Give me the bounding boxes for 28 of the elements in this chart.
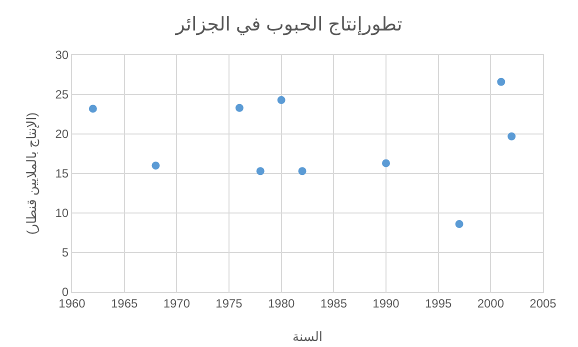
point: [497, 78, 506, 86]
x-tick-label: 1965: [110, 296, 138, 310]
x-tick-label: 1990: [372, 296, 400, 310]
x-axis-title: السنة: [292, 329, 323, 344]
point: [455, 220, 464, 228]
x-tick-label: 2000: [477, 296, 504, 310]
x-tick-label: 1985: [320, 296, 348, 310]
point: [256, 167, 264, 176]
x-tick-label: 1995: [424, 296, 452, 310]
point: [88, 104, 97, 113]
point: [235, 104, 244, 112]
point: [152, 162, 160, 170]
y-tick-label: 20: [55, 127, 69, 142]
y-axis-title: (الإنتاج بالملايين قنطار): [24, 112, 40, 235]
point: [508, 132, 516, 140]
point: [382, 159, 390, 168]
x-tick-label: 2005: [530, 296, 557, 310]
x-tick-label: 1975: [216, 296, 243, 310]
x-tick-label: 1980: [268, 296, 295, 310]
y-tick-label: 25: [55, 88, 69, 102]
y-tick-label: 30: [55, 48, 69, 62]
point: [298, 167, 306, 176]
chart-title: تطورإنتاج الحبوب في الجزائر: [174, 14, 402, 36]
point: [277, 96, 286, 104]
y-tick-label: 15: [55, 166, 69, 181]
x-tick-label: 1970: [163, 296, 190, 310]
y-tick-label: 5: [62, 246, 69, 260]
y-tick-label: 10: [55, 206, 69, 220]
